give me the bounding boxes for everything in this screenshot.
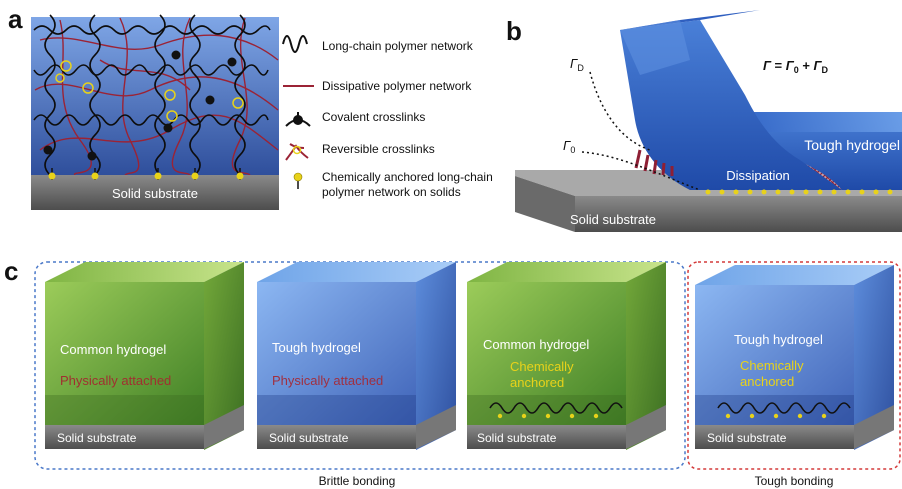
legend-label-anchored-2: polymer network on solids xyxy=(322,185,461,199)
block-3-chains xyxy=(489,402,623,414)
block-3-attach-label-2: anchored xyxy=(510,375,564,390)
legend-label-covalent: Covalent crosslinks xyxy=(322,110,425,124)
covalent-crosslinks xyxy=(43,50,237,161)
anchor-pins xyxy=(48,168,244,180)
block-tough-physical: Tough hydrogel Physically attached Solid… xyxy=(257,262,456,450)
panel-letter-b: b xyxy=(506,16,522,46)
reversible-crosslink-icon xyxy=(285,143,309,161)
block-2-substrate-label: Solid substrate xyxy=(269,431,349,445)
long-chain-network xyxy=(33,14,271,176)
panel-b-dissipation-label: Dissipation xyxy=(726,168,790,183)
tough-bonding-group xyxy=(687,261,901,470)
panel-b-gamma-0: Γ0 xyxy=(563,138,575,155)
gamma-0-leader xyxy=(581,151,701,191)
legend-label-dissipative: Dissipative polymer network xyxy=(322,79,472,93)
block-2-attach-label: Physically attached xyxy=(272,373,383,388)
legend-label-anchored-1: Chemically anchored long-chain xyxy=(322,170,493,184)
legend-label-reversible: Reversible crosslinks xyxy=(322,142,435,156)
legend-label-long-chain: Long-chain polymer network xyxy=(322,39,474,53)
tough-bonding-label: Tough bonding xyxy=(755,474,834,488)
panel-b-gel-layer-top xyxy=(735,112,902,132)
block-4-attach-label-1: Chemically xyxy=(740,358,804,373)
block-common-physical: Common hydrogel Physically attached Soli… xyxy=(45,262,244,450)
wavy-line-icon xyxy=(282,35,308,53)
block-tough-chemical: Tough hydrogel Chemically anchored Solid… xyxy=(695,265,894,450)
block-4-substrate-label: Solid substrate xyxy=(707,431,787,445)
panel-a-legend: Long-chain polymer network Dissipative p… xyxy=(282,35,493,199)
covalent-crosslink-icon xyxy=(285,112,311,127)
panel-b-gamma-d: ΓD xyxy=(570,56,584,73)
block-4-gel-label: Tough hydrogel xyxy=(734,332,823,347)
block-2-gel-label: Tough hydrogel xyxy=(272,340,361,355)
block-4-chains xyxy=(717,402,851,414)
panel-b-peel-face xyxy=(620,20,690,75)
block-common-chemical: Common hydrogel Chemically anchored Soli… xyxy=(467,262,666,450)
panel-b-substrate-label: Solid substrate xyxy=(570,212,656,227)
panel-letter-c: c xyxy=(4,256,18,286)
panel-b-substrate-front xyxy=(515,176,575,232)
reversible-crosslinks xyxy=(55,60,244,122)
block-1-gel-label: Common hydrogel xyxy=(60,342,166,357)
block-1-attach-label: Physically attached xyxy=(60,373,171,388)
block-3-attach-label-1: Chemically xyxy=(510,359,574,374)
block-1-substrate-label: Solid substrate xyxy=(57,431,137,445)
panel-b-hydrogel-label: Tough hydrogel xyxy=(804,137,900,153)
panel-a: Solid substrate xyxy=(31,14,279,210)
panel-b: ΓD Γ0 Γ = Γ0 + ΓD Dissipation Tough hydr… xyxy=(515,10,902,232)
block-3-substrate-label: Solid substrate xyxy=(477,431,557,445)
block-3-gel-label: Common hydrogel xyxy=(483,337,589,352)
anchor-pin-icon xyxy=(293,172,303,189)
panel-b-anchor-dots xyxy=(705,189,893,195)
panel-a-substrate xyxy=(31,175,279,210)
panel-b-equation: Γ = Γ0 + ΓD xyxy=(763,58,828,75)
block-4-attach-label-2: anchored xyxy=(740,374,794,389)
panel-letter-a: a xyxy=(8,4,23,34)
panel-a-substrate-label: Solid substrate xyxy=(112,186,198,201)
panel-b-substrate-face xyxy=(575,196,902,232)
brittle-bonding-label: Brittle bonding xyxy=(319,474,396,488)
